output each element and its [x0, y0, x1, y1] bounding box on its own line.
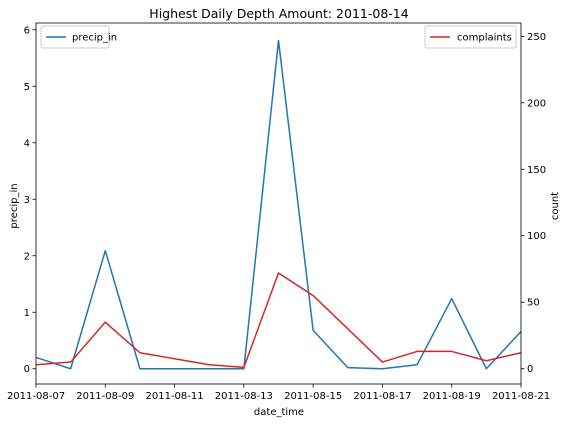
y-right-tick-label: 0 — [527, 364, 533, 375]
x-tick-label: 2011-08-07 — [7, 391, 65, 402]
x-tick-label: 2011-08-21 — [492, 391, 550, 402]
y-left-tick-label: 6 — [24, 25, 30, 36]
plot-frame — [35, 22, 522, 385]
legend-label-complaints: complaints — [457, 33, 512, 44]
y-left-tick-label: 3 — [24, 195, 30, 206]
legend-label-precip: precip_in — [72, 33, 117, 44]
y-left-tick-label: 4 — [24, 138, 30, 149]
x-tick-label: 2011-08-19 — [423, 391, 481, 402]
legend-box — [40, 25, 110, 49]
y-right-tick-label: 100 — [527, 231, 546, 242]
series-line-complaints — [35, 272, 522, 369]
chart-title: Highest Daily Depth Amount: 2011-08-14 — [149, 6, 408, 21]
series-lines — [35, 39, 522, 370]
y-axis-left-label: precip_in — [9, 183, 20, 228]
legend-box — [424, 25, 517, 49]
y-left-tick-label: 2 — [24, 251, 30, 262]
y-left-tick-label: 5 — [24, 82, 30, 93]
legend-complaints: complaints — [424, 25, 517, 49]
x-tick-label: 2011-08-11 — [146, 391, 204, 402]
legend-precip: precip_in — [40, 25, 117, 49]
plot-area: 2011-08-07 2011-08-09 2011-08-11 2011-08-13… — [7, 22, 550, 402]
y-right-tick-label: 50 — [527, 298, 540, 309]
x-axis-label: date_time — [254, 407, 304, 418]
x-tick-label: 2011-08-17 — [353, 391, 411, 402]
x-tick-label: 2011-08-09 — [76, 391, 134, 402]
y-right-tick-label: 250 — [527, 32, 546, 43]
series-line-precip-in — [35, 39, 522, 370]
y-right-tick-label: 200 — [527, 98, 546, 109]
y-left-tick-label: 0 — [24, 364, 30, 375]
y-left-tick-label: 1 — [24, 308, 30, 319]
y-right-tick-label: 150 — [527, 165, 546, 176]
y-axis-right-label: count — [550, 192, 561, 220]
x-tick-label: 2011-08-13 — [215, 391, 273, 402]
x-tick-label: 2011-08-15 — [284, 391, 342, 402]
